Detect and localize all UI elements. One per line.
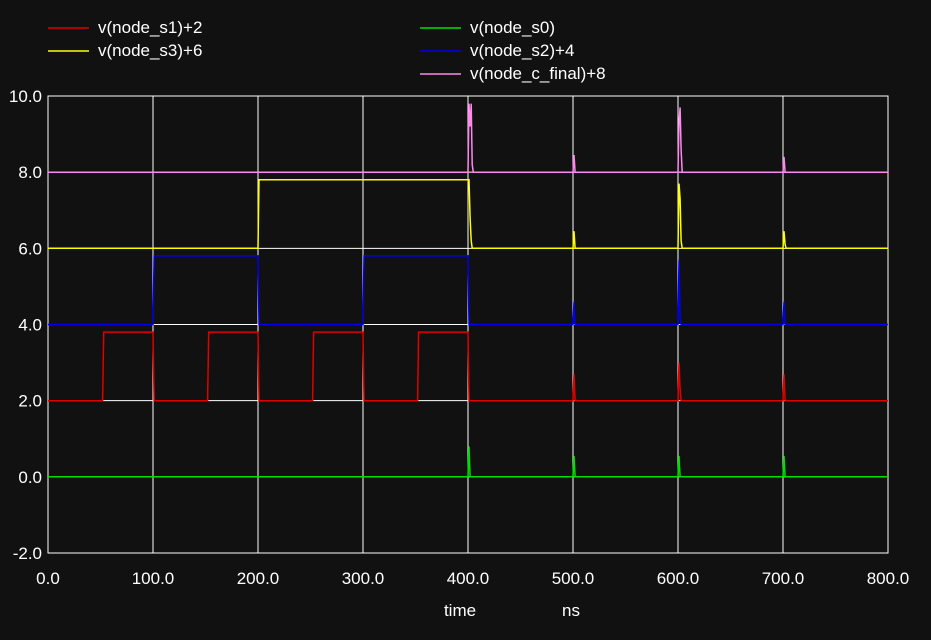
legend: v(node_s1)+2 v(node_s3)+6 v(node_s0) v(node… (48, 18, 606, 83)
y-tick-label: 4.0 (18, 316, 42, 335)
legend-label-1: v(node_s3)+6 (98, 41, 202, 60)
series-line-0 (48, 331, 888, 402)
series-line-2 (48, 446, 888, 478)
x-tick-label: 100.0 (132, 569, 175, 588)
y-tick-label: 6.0 (18, 239, 42, 258)
x-tick-label: 0.0 (36, 569, 60, 588)
series-line-1 (48, 179, 888, 250)
x-tick-label: 300.0 (342, 569, 385, 588)
x-tick-label: 700.0 (762, 569, 805, 588)
x-tick-label: 400.0 (447, 569, 490, 588)
y-tick-label: 10.0 (9, 87, 42, 106)
y-tick-label: 2.0 (18, 392, 42, 411)
x-axis-label: time (444, 601, 476, 620)
x-tick-label: 800.0 (867, 569, 910, 588)
x-tick-label: 200.0 (237, 569, 280, 588)
legend-label-0: v(node_s1)+2 (98, 18, 202, 37)
x-tick-labels: 0.0 100.0 200.0 300.0 400.0 500.0 600.0 700.0 80… (36, 569, 909, 588)
x-tick-label: 500.0 (552, 569, 595, 588)
legend-label-3: v(node_s2)+4 (470, 41, 574, 60)
y-tick-label: 0.0 (18, 468, 42, 487)
y-tick-label: -2.0 (13, 544, 42, 563)
x-tick-label: 600.0 (657, 569, 700, 588)
y-tick-labels: -2.0 0.0 2.0 4.0 6.0 8.0 10.0 (9, 87, 42, 563)
legend-label-2: v(node_s0) (470, 18, 555, 37)
series-lines (48, 103, 888, 478)
series-line-3 (48, 255, 888, 326)
legend-label-4: v(node_c_final)+8 (470, 64, 606, 83)
series-line-4 (48, 103, 888, 173)
x-axis-unit: ns (562, 601, 580, 620)
y-tick-label: 8.0 (18, 163, 42, 182)
